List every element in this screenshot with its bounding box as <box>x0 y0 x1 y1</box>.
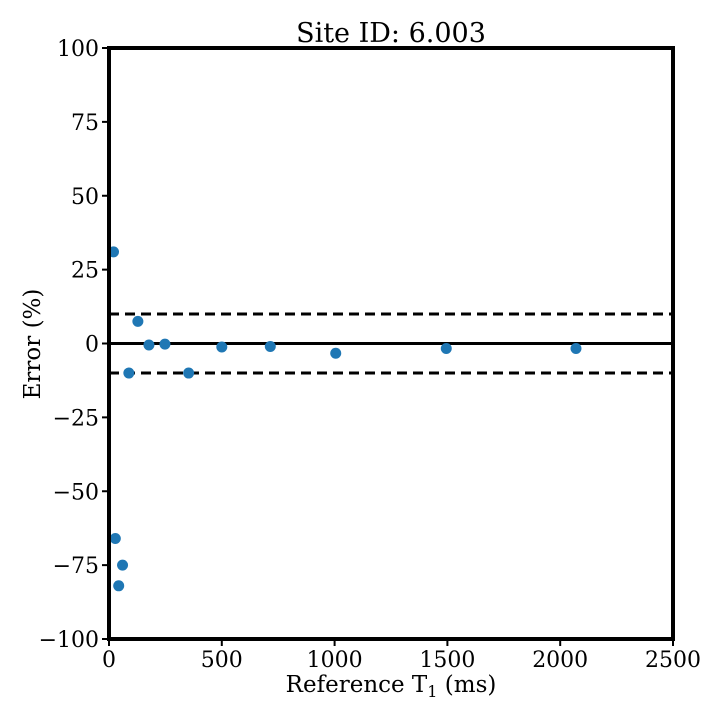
x-axis-label-subscript: 1 <box>427 682 437 701</box>
y-tick-label: 75 <box>71 111 99 136</box>
data-point <box>143 339 155 351</box>
y-tick-label: −50 <box>53 480 99 505</box>
data-point <box>264 340 276 352</box>
data-point <box>330 347 342 359</box>
x-tick-label: 1000 <box>307 648 363 673</box>
plot-frame <box>107 46 675 641</box>
x-tick-label: 500 <box>201 648 243 673</box>
y-tick-label: 0 <box>85 333 99 358</box>
x-axis-label-unit: (ms) <box>437 672 496 698</box>
y-tick-label: 100 <box>57 37 99 62</box>
x-axis-ticks: 0 500 1000 1500 2000 2500 <box>102 639 701 673</box>
x-tick-label: 0 <box>102 648 116 673</box>
data-point <box>570 343 582 355</box>
y-tick-label: −25 <box>53 406 99 431</box>
data-point <box>216 341 228 353</box>
x-tick-label: 2000 <box>532 648 588 673</box>
y-axis-ticks: 100 75 50 25 0 −25 −50 −75 −100 <box>39 37 109 653</box>
y-tick-label: 25 <box>71 259 99 284</box>
data-point <box>109 533 121 545</box>
x-tick-label: 1500 <box>419 648 475 673</box>
data-point <box>440 343 452 355</box>
y-tick-label: −75 <box>53 554 99 579</box>
data-point <box>159 338 171 350</box>
data-point <box>113 580 125 592</box>
data-point <box>123 367 135 379</box>
y-axis-label: Error (%) <box>20 289 46 400</box>
y-tick-label: −100 <box>39 628 99 653</box>
data-point <box>183 367 195 379</box>
data-points <box>108 246 582 592</box>
x-axis-label-main: Reference T <box>286 672 428 698</box>
reference-lines <box>109 312 673 375</box>
data-point <box>132 315 144 327</box>
chart-title: Site ID: 6.003 <box>296 18 486 49</box>
data-point <box>117 559 129 571</box>
y-tick-label: 50 <box>71 185 99 210</box>
x-tick-label: 2500 <box>645 648 701 673</box>
x-axis-label: Reference T1 (ms) <box>286 672 497 701</box>
